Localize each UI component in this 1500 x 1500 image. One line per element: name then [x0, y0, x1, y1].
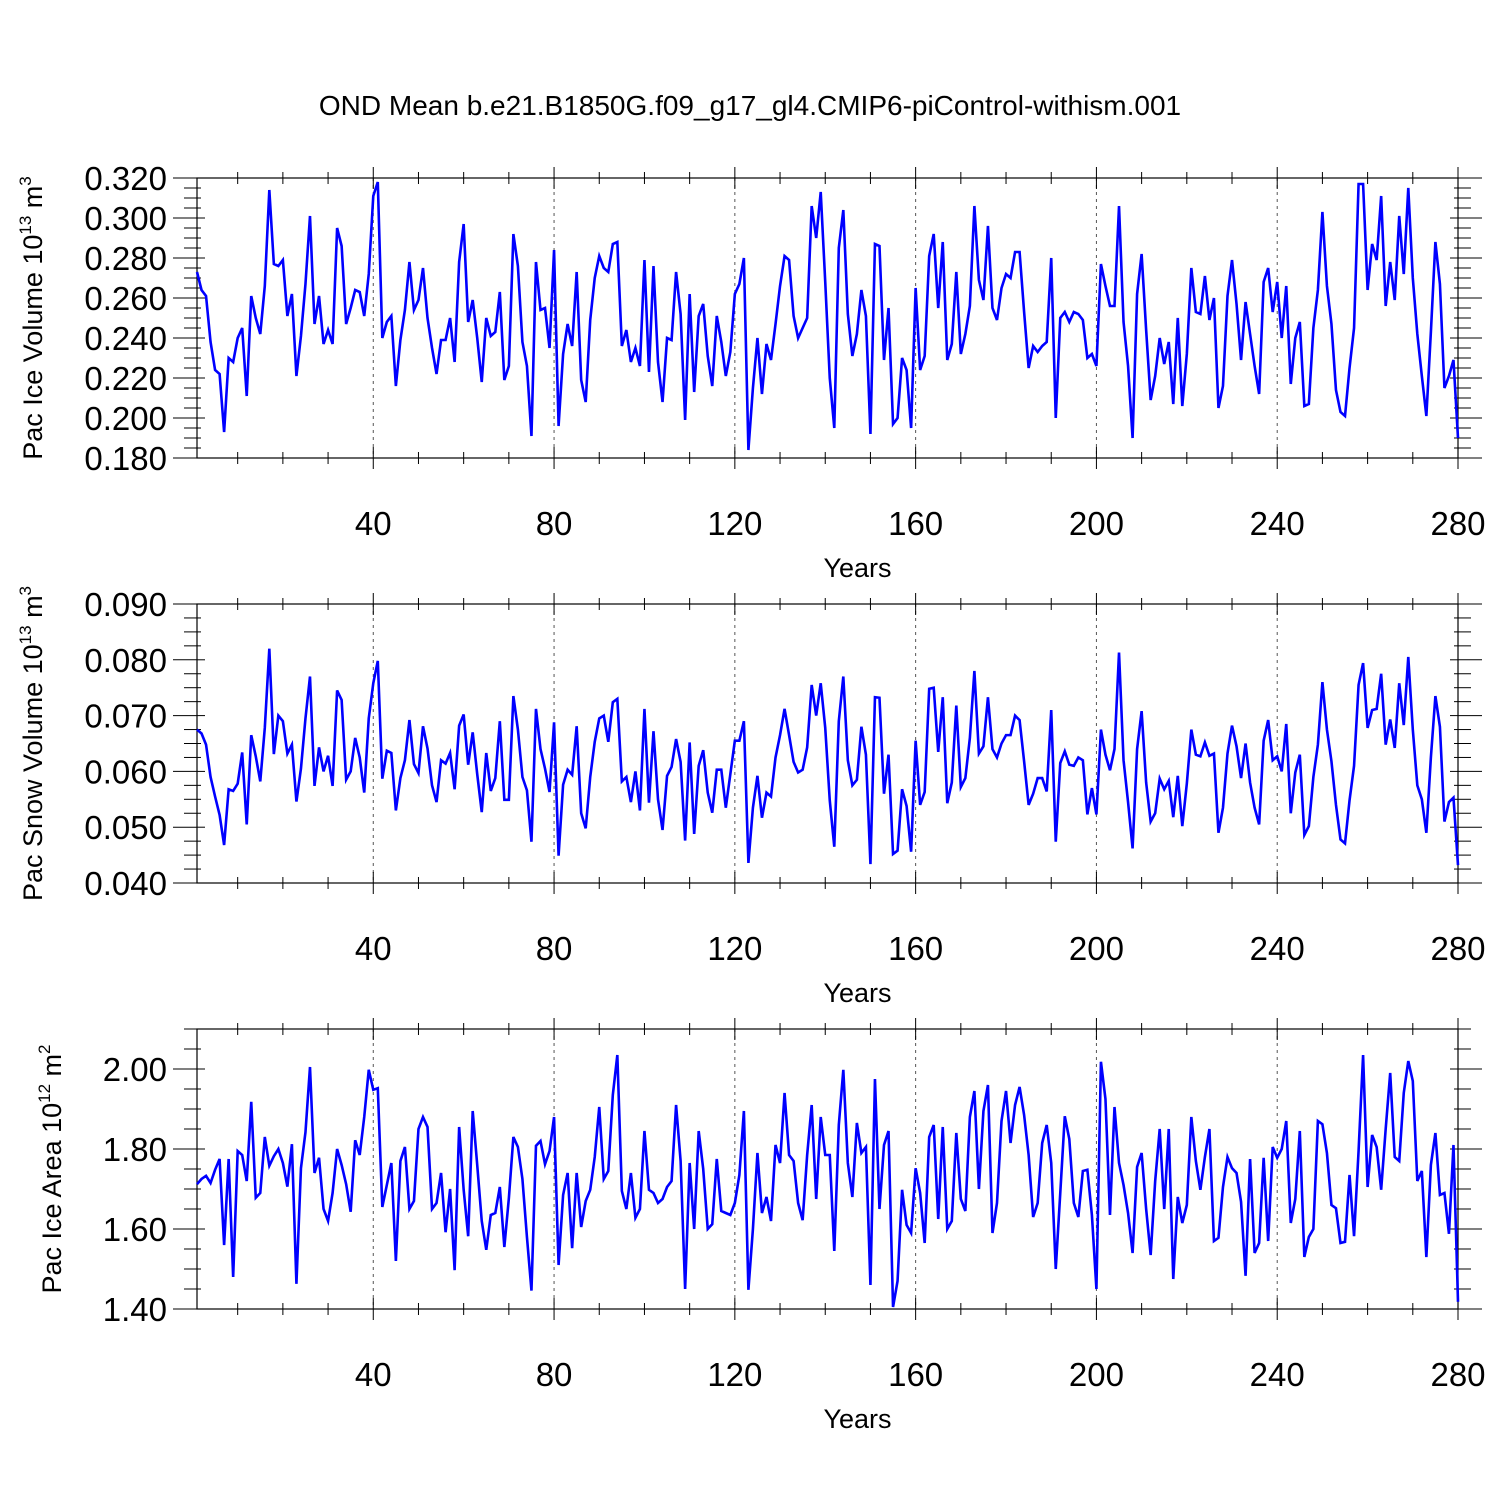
x-axis-label: Years [823, 978, 891, 1008]
series-line [195, 181, 1460, 451]
y-tick-label: 0.320 [84, 160, 167, 197]
y-axis-label-exponent: 12 [35, 1084, 54, 1103]
x-tick-label: 40 [355, 930, 392, 967]
y-tick-label: 0.040 [84, 865, 167, 902]
y-tick-label: 2.00 [103, 1051, 167, 1088]
x-tick-label: 280 [1430, 505, 1485, 542]
y-tick-label: 0.260 [84, 280, 167, 317]
x-axis-label: Years [823, 553, 891, 583]
y-tick-label: 1.60 [103, 1211, 167, 1248]
x-tick-label: 40 [355, 505, 392, 542]
chart-title: OND Mean b.e21.B1850G.f09_g17_gl4.CMIP6-… [319, 90, 1181, 121]
y-axis-label-main: Pac Snow Volume 10 [18, 644, 48, 901]
y-tick-label: 0.090 [84, 586, 167, 623]
panel-ice-area: 40 80 120 160 200 240 280 1.40 1.60 1.80 2.00 Years… [35, 1018, 1486, 1434]
y-axis-label: Pac Ice Volume 1013 m3 [16, 176, 48, 460]
y-axis-label: Pac Snow Volume 1013 m3 [16, 586, 48, 901]
series-line [196, 648, 1460, 866]
y-axis-label-exponent: 13 [16, 625, 35, 644]
x-tick-label: 160 [888, 505, 943, 542]
y-tick-label: 0.300 [84, 200, 167, 237]
y-axis-label-unit-exponent: 3 [16, 586, 35, 595]
x-tick-label: 240 [1250, 505, 1305, 542]
x-tick-label: 240 [1250, 930, 1305, 967]
x-tick-label: 160 [888, 930, 943, 967]
y-tick-label: 0.050 [84, 809, 167, 846]
panel-snow-volume: 40 80 120 160 200 240 280 0.040 0.050 0.060 0.070 0… [16, 586, 1486, 1008]
x-tick-label: 80 [536, 505, 573, 542]
x-tick-label: 120 [707, 505, 762, 542]
x-tick-label: 280 [1430, 1356, 1485, 1393]
x-tick-label: 280 [1430, 930, 1485, 967]
y-tick-label: 0.060 [84, 753, 167, 790]
y-tick-label: 0.280 [84, 240, 167, 277]
y-tick-label: 1.40 [103, 1291, 167, 1328]
y-axis-label-unit-exponent: 2 [35, 1044, 54, 1053]
y-tick-label: 0.240 [84, 320, 167, 357]
x-tick-label: 120 [707, 1356, 762, 1393]
y-axis-label-main: Pac Ice Area 10 [37, 1103, 67, 1294]
x-tick-label: 160 [888, 1356, 943, 1393]
y-axis-label-main: Pac Ice Volume 10 [18, 235, 48, 460]
y-axis-label-unit: m [37, 1054, 67, 1084]
y-axis-label: Pac Ice Area 1012 m2 [35, 1044, 67, 1293]
y-axis-label-exponent: 13 [16, 216, 35, 235]
x-tick-label: 200 [1069, 505, 1124, 542]
x-axis-label: Years [823, 1404, 891, 1434]
y-tick-label: 0.080 [84, 642, 167, 679]
x-tick-label: 80 [536, 930, 573, 967]
y-axis-label-unit: m [18, 595, 48, 625]
x-tick-label: 200 [1069, 930, 1124, 967]
y-axis-label-unit: m [18, 186, 48, 216]
x-tick-label: 200 [1069, 1356, 1124, 1393]
y-tick-label: 0.200 [84, 400, 167, 437]
y-tick-label: 0.070 [84, 698, 167, 735]
x-tick-label: 40 [355, 1356, 392, 1393]
y-tick-label: 1.80 [103, 1131, 167, 1168]
x-tick-label: 120 [707, 930, 762, 967]
panel-ice-volume: 40 80 120 160 200 240 2800.1800.2000.2200.2400… [16, 160, 1486, 583]
x-tick-label: 240 [1250, 1356, 1305, 1393]
x-tick-label: 80 [536, 1356, 573, 1393]
y-tick-label: 0.220 [84, 360, 167, 397]
y-tick-label: 0.180 [84, 440, 167, 477]
series-line [196, 1054, 1460, 1308]
y-axis-label-unit-exponent: 3 [16, 176, 35, 185]
